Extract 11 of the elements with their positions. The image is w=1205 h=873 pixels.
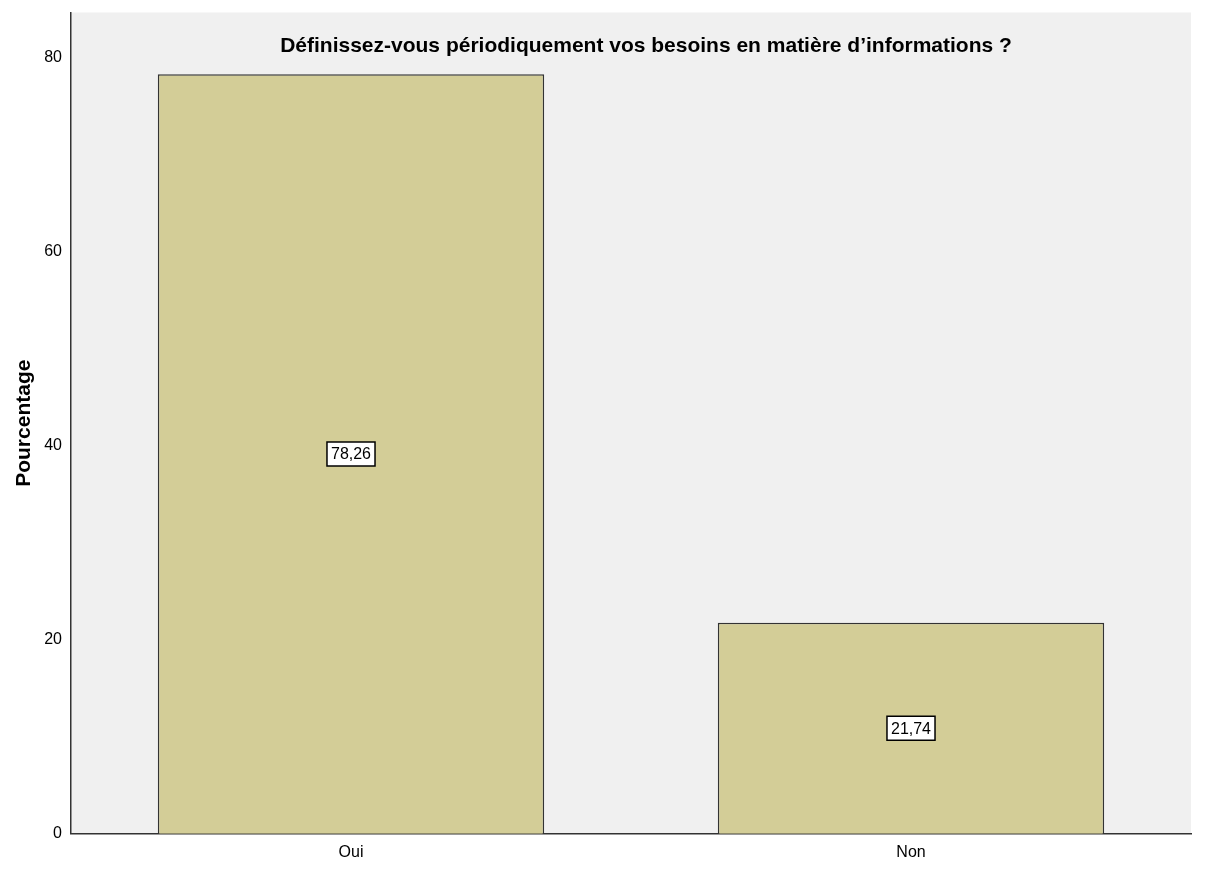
y-axis-title: Pourcentage [11, 359, 35, 487]
y-tick-label: 60 [44, 241, 63, 259]
x-tick-label: Non [896, 842, 926, 860]
y-tick-label: 80 [44, 47, 63, 65]
y-tick-label: 40 [44, 435, 63, 453]
data-label: 78,26 [330, 445, 372, 463]
y-tick-label: 0 [53, 824, 63, 842]
x-tick-label: Oui [338, 842, 364, 860]
text: Définissez-vous périodiquement vos besoins en matière d’informations ? [280, 33, 1012, 57]
y-tick-label: 20 [44, 630, 63, 648]
data-label: 21,74 [890, 719, 932, 737]
